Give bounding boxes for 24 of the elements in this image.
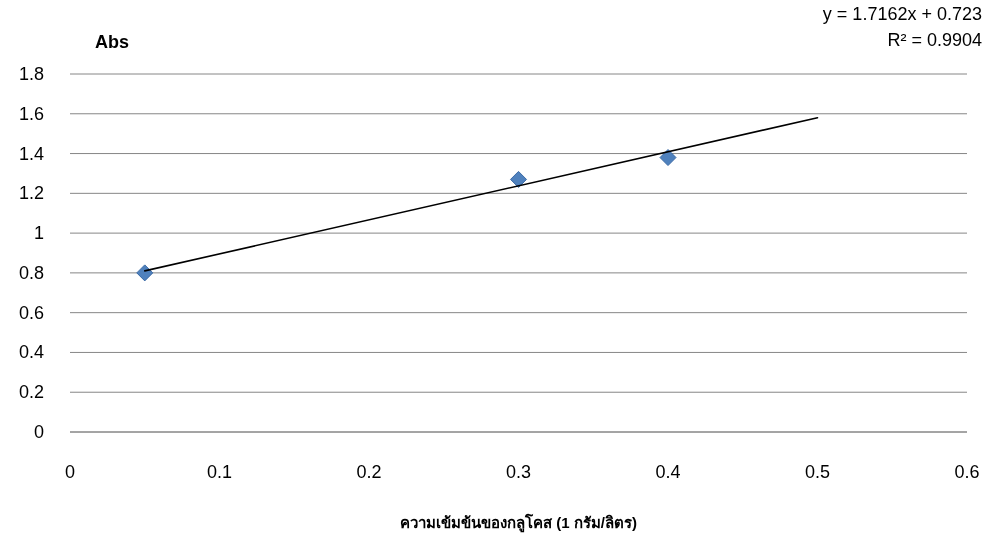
x-tick-label: 0.3 [505, 462, 532, 482]
x-tick-label: 0.2 [356, 462, 382, 482]
x-tick-label: 0.5 [804, 462, 831, 482]
x-tick-label: 0.4 [655, 462, 681, 482]
y-tick-label: 1.8 [18, 64, 44, 84]
y-axis-title: Abs [95, 32, 130, 52]
y-tick-label: 1.2 [18, 183, 44, 204]
y-tick-label: 1 [33, 223, 44, 244]
y-tick-label: 1.4 [18, 143, 44, 164]
y-tick-label: 0.4 [18, 342, 44, 363]
x-tick-label: 0.6 [954, 462, 980, 482]
y-tick-label: 0.8 [18, 262, 44, 283]
x-axis-title: ความเข้มข้นของกลูโคส (1 กรัม/ลิตร) [400, 513, 637, 533]
x-tick-label: 0 [64, 462, 76, 482]
point [510, 170, 527, 188]
y-tick-label: 0 [33, 422, 44, 442]
point [659, 149, 677, 167]
text: y = 1.7162x + 0.723 [822, 4, 982, 24]
y-tick-label: 0.2 [18, 382, 44, 403]
text: R² = 0.9904 [887, 30, 982, 50]
y-tick-label: 0.6 [18, 302, 44, 323]
point [136, 264, 154, 282]
y-tick-label: 1.6 [18, 103, 44, 124]
x-tick-label: 0.1 [206, 462, 233, 482]
